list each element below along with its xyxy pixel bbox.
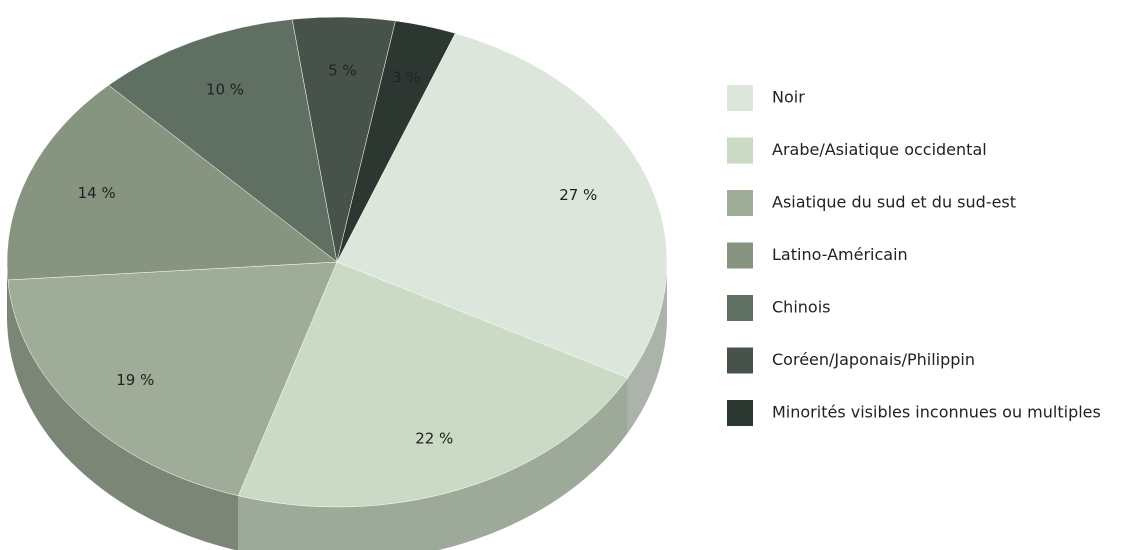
- data-label: 5 %: [328, 61, 357, 79]
- legend-swatch: [727, 190, 753, 216]
- slice-side: [238, 377, 628, 550]
- slice: [336, 20, 456, 263]
- slice: [6, 84, 338, 281]
- legend-swatch: [727, 85, 753, 111]
- legend-swatch: [727, 347, 753, 374]
- legend-label: Minorités visibles inconnues ou multiple…: [772, 403, 1101, 422]
- data-label: 19 %: [116, 371, 154, 389]
- data-label: 3 %: [392, 68, 421, 86]
- data-label: 27 %: [559, 186, 597, 204]
- legend-label: Chinois: [772, 298, 830, 317]
- pie-top: [6, 16, 668, 508]
- legend-label: Noir: [772, 88, 805, 107]
- slice-side: [627, 262, 667, 433]
- legend-swatch: [727, 242, 753, 269]
- legend-swatch: [727, 400, 753, 426]
- data-label: 10 %: [206, 80, 244, 98]
- slice: [108, 18, 338, 263]
- slice: [7, 261, 338, 497]
- slice: [336, 32, 668, 379]
- legend-label: Latino-Américain: [772, 245, 908, 264]
- legend-label: Asiatique du sud et du sud-est: [772, 193, 1016, 212]
- legend-swatch: [727, 295, 753, 321]
- data-label: 22 %: [415, 429, 453, 447]
- legend-swatch: [727, 137, 753, 164]
- slice-side: [7, 279, 239, 550]
- slice: [237, 261, 629, 508]
- legend-label: Arabe/Asiatique occidental: [772, 140, 987, 159]
- data-label: 14 %: [78, 184, 116, 202]
- legend-label: Coréen/Japonais/Philippin: [772, 350, 975, 369]
